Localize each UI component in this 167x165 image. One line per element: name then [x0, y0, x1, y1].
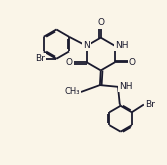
Text: NH: NH — [119, 82, 132, 91]
Text: N: N — [83, 41, 90, 50]
Text: O: O — [66, 58, 73, 67]
Text: Br: Br — [35, 54, 45, 63]
Text: CH₃: CH₃ — [65, 87, 80, 97]
Text: NH: NH — [115, 41, 128, 50]
Text: O: O — [97, 18, 104, 28]
Text: Br: Br — [145, 100, 155, 109]
Text: O: O — [129, 58, 136, 67]
